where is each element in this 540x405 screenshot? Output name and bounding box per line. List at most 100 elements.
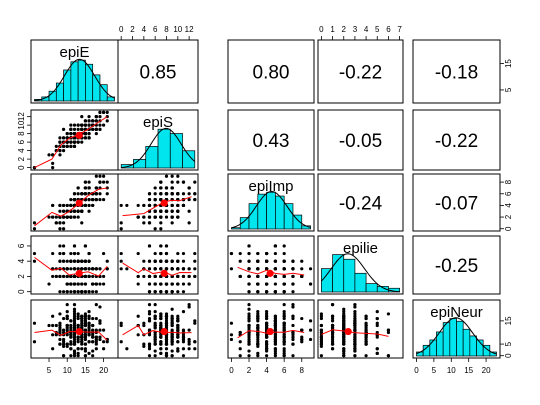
scatter-point-epiNeur-epilie — [353, 344, 357, 348]
scatter-point-epiNeur-epiS — [187, 328, 191, 332]
tick-label-epiNeur: 10 — [447, 366, 456, 375]
scatter-point-epilie-epiImp — [265, 290, 269, 294]
scatter-point-epiNeur-epiImp — [247, 319, 251, 323]
scatter-point-epiNeur-epiE — [94, 316, 98, 321]
scatter-point-epiNeur-epiE — [94, 335, 98, 339]
scatter-point-epiImp-epiS — [159, 221, 163, 225]
scatter-point-epilie-epiE — [87, 251, 91, 256]
scatter-point-epiNeur-epiE — [69, 335, 73, 339]
scatter-point-epiNeur-epiImp — [273, 349, 277, 353]
density-curve-epilie — [321, 253, 400, 293]
scatter-point-epiNeur-epiImp — [247, 307, 251, 311]
scatter-point-epiNeur-epiImp — [265, 347, 269, 351]
scatter-point-epiNeur-epiS — [164, 335, 169, 339]
scatter-point-epiImp-epiS — [170, 203, 174, 208]
scatter-point-epiNeur-epilie — [375, 321, 379, 325]
scatter-point-epiNeur-epilie — [342, 326, 346, 330]
scatter-point-epilie-epiE — [80, 267, 84, 271]
scatter-point-epilie-epiS — [147, 290, 152, 294]
scatter-point-epiNeur-epiS — [159, 347, 163, 351]
variable-name-epiImp: epiImp — [248, 178, 293, 195]
scatter-point-epiImp-epiE — [98, 197, 102, 202]
scatter-point-epilie-epiImp — [282, 251, 286, 256]
scatter-point-epiNeur-epiImp — [291, 333, 295, 337]
scatter-point-epiS-epiE — [98, 110, 102, 114]
scatter-point-epiNeur-epiImp — [291, 330, 295, 335]
scatter-point-epiS-epiE — [87, 119, 91, 123]
scatter-point-epiS-epiE — [87, 136, 91, 140]
tick-label-epiE: 15 — [81, 366, 90, 375]
scatter-point-epiNeur-epiImp — [300, 340, 304, 344]
scatter-point-epiNeur-epiE — [83, 354, 88, 358]
tick-label-epiE: 5 — [47, 366, 52, 375]
scatter-point-epilie-epiS — [147, 244, 152, 248]
scatter-point-epiImp-epiS — [164, 215, 169, 219]
scatter-point-epiNeur-epiE — [61, 340, 66, 344]
scatter-point-epiImp-epiE — [102, 174, 106, 178]
scatter-point-epiNeur-epiE — [83, 319, 88, 323]
scatter-point-epilie-epiImp — [265, 251, 269, 256]
scatter-point-epiNeur-epiE — [65, 344, 69, 348]
scatter-point-epilie-epiImp — [265, 267, 269, 271]
scatter-point-epiNeur-epiE — [65, 314, 69, 318]
scatter-point-epilie-epiE — [69, 267, 73, 271]
scatter-point-epiNeur-epiImp — [256, 316, 260, 321]
scatter-point-epilie-epiE — [32, 259, 37, 263]
scatter-point-epiNeur-epiS — [164, 321, 169, 325]
scatter-point-epiNeur-epilie — [342, 340, 346, 344]
scatter-point-epilie-epiE — [80, 259, 84, 263]
scatter-point-epiS-epiE — [69, 123, 73, 127]
histogram-bar-epilie — [354, 272, 367, 293]
scatter-point-epiImp-epiS — [193, 192, 197, 196]
scatter-point-epiImp-epiS — [142, 221, 146, 225]
scatter-point-epiImp-epiS — [176, 215, 180, 219]
scatter-point-epiNeur-epiImp — [256, 342, 260, 346]
scatter-point-epilie-epiS — [193, 251, 197, 256]
scatter-point-epiNeur-epiE — [80, 347, 84, 351]
scatter-point-epilie-epiE — [65, 290, 69, 294]
scatter-point-epiNeur-epiS — [147, 319, 152, 323]
scatter-point-epiNeur-epilie — [319, 314, 323, 318]
histogram-bar-epiNeur — [429, 339, 437, 357]
scatter-point-epiNeur-epiS — [176, 323, 180, 328]
scatter-point-epiS-epiE — [102, 123, 106, 127]
scatter-point-epilie-epiS — [170, 290, 174, 294]
scatter-point-epiNeur-epiImp — [265, 344, 269, 348]
correlation-label-epiImp-epiNeur: -0.07 — [435, 194, 478, 215]
scatter-point-epiS-epiE — [69, 140, 73, 144]
tick-label-epiImp: 4 — [264, 366, 269, 375]
scatter-point-epiNeur-epilie — [319, 354, 323, 358]
scatter-point-epiNeur-epiE — [91, 335, 95, 339]
scatter-point-epiNeur-epiS — [119, 340, 123, 344]
scatter-point-epiNeur-epiE — [72, 307, 77, 311]
scatter-point-epiImp-epiE — [72, 215, 77, 219]
scatter-point-epilie-epiS — [187, 274, 191, 279]
scatter-point-epiNeur-epiS — [176, 316, 180, 321]
scatter-point-epilie-epiE — [87, 274, 91, 279]
scatter-point-epiNeur-epiS — [153, 323, 157, 328]
histogram-bar-epiNeur — [456, 320, 464, 357]
scatter-point-epiNeur-epiE — [87, 316, 91, 321]
scatter-point-epilie-epiS — [181, 251, 186, 256]
scatter-point-epiNeur-epiS — [170, 354, 174, 358]
scatter-point-epiNeur-epilie — [386, 328, 391, 332]
scatter-point-epiNeur-epiImp — [247, 316, 251, 321]
scatter-point-epiNeur-epiImp — [273, 326, 277, 330]
scatter-point-epiNeur-epilie — [353, 316, 357, 321]
scatter-point-epiImp-epiE — [87, 209, 91, 213]
scatter-point-epiNeur-epiE — [80, 319, 84, 323]
scatter-point-epiImp-epiS — [136, 203, 140, 208]
scatter-point-epiNeur-epiE — [69, 340, 73, 344]
scatter-point-epiNeur-epiE — [80, 323, 84, 328]
scatter-point-epiNeur-epiS — [147, 342, 152, 346]
scatter-point-epiNeur-epiE — [105, 340, 109, 344]
scatter-point-epiNeur-epiImp — [273, 333, 277, 337]
scatter-point-epiNeur-epiS — [153, 335, 157, 339]
scatter-point-epiNeur-epiS — [159, 316, 163, 321]
scatter-point-epiNeur-epiE — [80, 342, 84, 346]
scatter-point-epiImp-epiS — [159, 197, 163, 202]
panel-frame-epiNeur-epiS — [117, 299, 199, 359]
scatter-point-epiS-epiE — [102, 110, 106, 114]
scatter-point-epiImp-epiS — [176, 192, 180, 196]
scatter-point-epiNeur-epiS — [153, 349, 157, 353]
